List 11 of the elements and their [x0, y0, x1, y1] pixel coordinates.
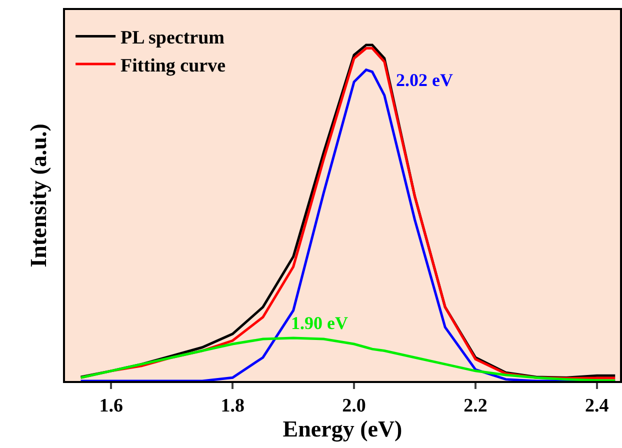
x-tick-label: 1.8 — [220, 396, 244, 417]
legend-label: PL spectrum — [120, 28, 225, 49]
x-tick-label: 2.2 — [464, 396, 488, 417]
x-axis-title: Energy (eV) — [282, 416, 402, 443]
x-tick-label: 2.4 — [585, 396, 610, 417]
x-tick-label: 1.6 — [99, 396, 124, 417]
annotation: 2.02 eV — [396, 70, 453, 90]
x-tick-label: 2.0 — [342, 396, 366, 417]
y-axis-title: Intensity (a.u.) — [26, 124, 52, 268]
annotation: 1.90 eV — [291, 313, 348, 333]
legend-label: Fitting curve — [120, 55, 226, 76]
